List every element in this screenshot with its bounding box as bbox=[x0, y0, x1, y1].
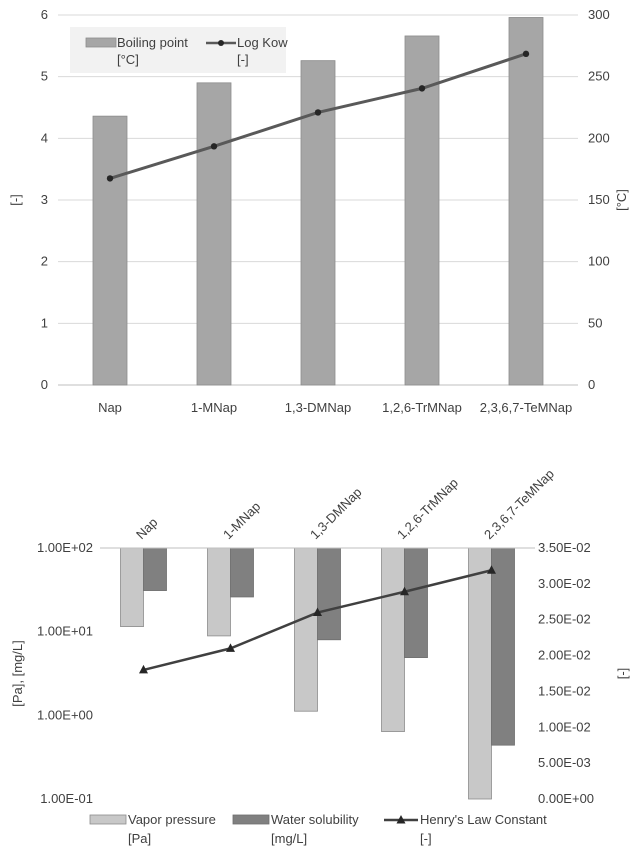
y-left-tick-label: 3 bbox=[41, 192, 48, 207]
legend-marker-log-kow bbox=[218, 40, 224, 46]
bar-water-solubility bbox=[491, 547, 515, 746]
legend-swatch-water-solubility bbox=[232, 814, 270, 825]
bar-boiling-point bbox=[508, 17, 544, 386]
bar-vapor-pressure bbox=[207, 547, 231, 637]
y-right-axis-title: [-] bbox=[615, 668, 630, 680]
bar-vapor-pressure bbox=[294, 547, 318, 712]
y-right-tick-label: 1.00E-02 bbox=[538, 719, 591, 734]
legend-swatch-boiling-point bbox=[85, 37, 117, 48]
point-henrys-law bbox=[226, 643, 235, 652]
y-right-tick-label: 3.50E-02 bbox=[538, 540, 591, 555]
x-tick-label: 1-MNap bbox=[191, 400, 237, 415]
legend-unit-log-kow: [-] bbox=[237, 52, 249, 67]
y-right-tick-label: 50 bbox=[588, 315, 602, 330]
bar-vapor-pressure bbox=[120, 547, 144, 627]
legend-marker-henrys-law bbox=[396, 815, 406, 824]
x-tick-label: 1,2,6-TrMNap bbox=[382, 400, 462, 415]
y-left-tick-label: 4 bbox=[41, 130, 48, 145]
y-right-tick-label: 3.00E-02 bbox=[538, 576, 591, 591]
legend-label-vapor-pressure: Vapor pressure bbox=[128, 812, 216, 827]
y-left-tick-label: 1.00E-01 bbox=[40, 791, 93, 806]
bar-boiling-point bbox=[92, 115, 128, 386]
x-tick-label: 2,3,6,7-TeMNap bbox=[481, 466, 557, 542]
bar-vapor-pressure bbox=[468, 547, 492, 800]
y-right-tick-label: 100 bbox=[588, 254, 610, 269]
y-left-tick-label: 0 bbox=[41, 377, 48, 392]
legend-unit-water-solubility: [mg/L] bbox=[271, 831, 307, 846]
y-right-tick-label: 300 bbox=[588, 7, 610, 22]
point-log-kow bbox=[314, 109, 322, 116]
y-left-tick-label: 1.00E+00 bbox=[37, 707, 93, 722]
y-left-tick-label: 6 bbox=[41, 7, 48, 22]
legend-label-log-kow: Log Kow bbox=[237, 35, 288, 50]
legend-unit-vapor-pressure: [Pa] bbox=[128, 831, 151, 846]
bar-boiling-point bbox=[196, 82, 232, 386]
legend-unit-boiling-point: [°C] bbox=[117, 52, 139, 67]
x-tick-label: 2,3,6,7-TeMNap bbox=[480, 400, 573, 415]
x-tick-label: 1-MNap bbox=[220, 499, 263, 542]
y-right-tick-label: 200 bbox=[588, 130, 610, 145]
y-right-tick-label: 5.00E-03 bbox=[538, 755, 591, 770]
y-right-tick-label: 250 bbox=[588, 69, 610, 84]
legend-label-henrys-law: Henry's Law Constant bbox=[420, 812, 547, 827]
y-left-tick-label: 5 bbox=[41, 69, 48, 84]
y-right-tick-label: 0 bbox=[588, 377, 595, 392]
legend-box bbox=[70, 27, 286, 73]
y-left-tick-label: 1.00E+01 bbox=[37, 624, 93, 639]
point-henrys-law bbox=[313, 607, 322, 617]
legend-label-water-solubility: Water solubility bbox=[271, 812, 359, 827]
point-log-kow bbox=[210, 143, 218, 150]
legend-unit-henrys-law: [-] bbox=[420, 831, 432, 846]
y-right-tick-label: 1.50E-02 bbox=[538, 683, 591, 698]
bar-vapor-pressure bbox=[381, 547, 405, 732]
y-right-tick-label: 2.50E-02 bbox=[538, 612, 591, 627]
legend-label-boiling-point: Boiling point bbox=[117, 35, 188, 50]
y-left-axis-title: [Pa], [mg/L] bbox=[10, 640, 25, 706]
point-henrys-law bbox=[139, 664, 148, 674]
x-tick-label: Nap bbox=[98, 400, 122, 415]
point-henrys-law bbox=[487, 565, 496, 574]
y-right-tick-label: 0.00E+00 bbox=[538, 791, 594, 806]
y-left-tick-label: 1.00E+02 bbox=[37, 540, 93, 555]
bar-water-solubility bbox=[317, 547, 341, 641]
y-left-tick-label: 1 bbox=[41, 315, 48, 330]
point-log-kow bbox=[522, 50, 530, 58]
point-henrys-law bbox=[400, 586, 409, 596]
bar-water-solubility bbox=[404, 547, 428, 658]
x-tick-label: 1,3-DMNap bbox=[307, 485, 365, 543]
point-log-kow bbox=[418, 85, 426, 92]
bar-water-solubility bbox=[143, 547, 167, 591]
legend-swatch-vapor-pressure bbox=[89, 814, 127, 825]
bar-boiling-point bbox=[404, 35, 440, 386]
y-right-tick-label: 2.00E-02 bbox=[538, 648, 591, 663]
x-tick-label: Nap bbox=[133, 515, 160, 542]
x-tick-label: 1,3-DMNap bbox=[285, 400, 351, 415]
y-right-axis-title: [°C] bbox=[614, 189, 629, 211]
y-left-tick-label: 2 bbox=[41, 254, 48, 269]
x-tick-label: 1,2,6-TrMNap bbox=[394, 475, 461, 542]
point-log-kow bbox=[106, 175, 114, 182]
bar-water-solubility bbox=[230, 547, 254, 598]
y-left-axis-title: [-] bbox=[8, 194, 23, 206]
y-right-tick-label: 150 bbox=[588, 192, 610, 207]
